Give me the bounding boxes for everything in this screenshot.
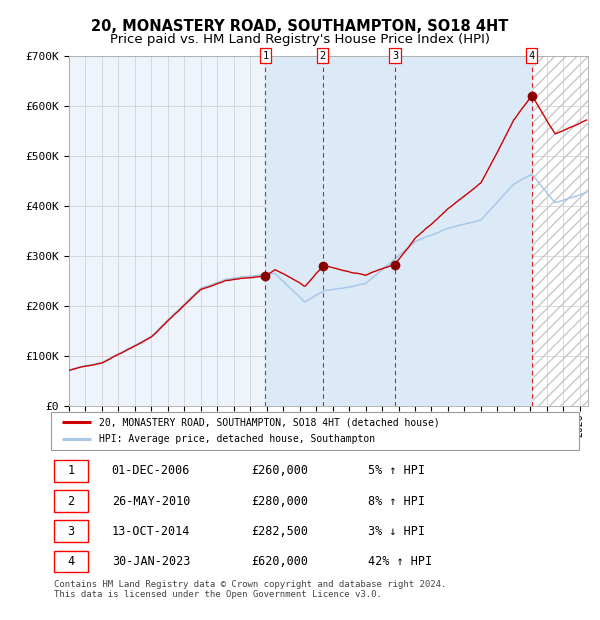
Text: 1: 1 bbox=[67, 464, 74, 477]
Text: 1: 1 bbox=[262, 51, 269, 61]
Text: 26-MAY-2010: 26-MAY-2010 bbox=[112, 495, 190, 508]
Text: 01-DEC-2006: 01-DEC-2006 bbox=[112, 464, 190, 477]
Text: 13-OCT-2014: 13-OCT-2014 bbox=[112, 525, 190, 538]
Bar bbox=[532, 56, 588, 406]
Bar bbox=[265, 56, 323, 406]
Text: £620,000: £620,000 bbox=[251, 555, 308, 568]
Text: HPI: Average price, detached house, Southampton: HPI: Average price, detached house, Sout… bbox=[98, 435, 374, 445]
Text: 20, MONASTERY ROAD, SOUTHAMPTON, SO18 4HT (detached house): 20, MONASTERY ROAD, SOUTHAMPTON, SO18 4H… bbox=[98, 417, 439, 427]
Text: £282,500: £282,500 bbox=[251, 525, 308, 538]
Text: 8% ↑ HPI: 8% ↑ HPI bbox=[368, 495, 425, 508]
Text: 3: 3 bbox=[392, 51, 398, 61]
FancyBboxPatch shape bbox=[51, 412, 579, 450]
FancyBboxPatch shape bbox=[53, 520, 88, 542]
Text: 4: 4 bbox=[529, 51, 535, 61]
Text: Contains HM Land Registry data © Crown copyright and database right 2024.
This d: Contains HM Land Registry data © Crown c… bbox=[54, 580, 446, 599]
Text: 2: 2 bbox=[67, 495, 74, 508]
Text: Price paid vs. HM Land Registry's House Price Index (HPI): Price paid vs. HM Land Registry's House … bbox=[110, 33, 490, 45]
Text: 5% ↑ HPI: 5% ↑ HPI bbox=[368, 464, 425, 477]
Text: 2: 2 bbox=[320, 51, 326, 61]
Bar bbox=[323, 56, 395, 406]
FancyBboxPatch shape bbox=[53, 551, 88, 572]
FancyBboxPatch shape bbox=[53, 460, 88, 482]
Text: £260,000: £260,000 bbox=[251, 464, 308, 477]
Text: 20, MONASTERY ROAD, SOUTHAMPTON, SO18 4HT: 20, MONASTERY ROAD, SOUTHAMPTON, SO18 4H… bbox=[91, 19, 509, 34]
Text: 42% ↑ HPI: 42% ↑ HPI bbox=[368, 555, 432, 568]
Text: 30-JAN-2023: 30-JAN-2023 bbox=[112, 555, 190, 568]
Text: 3: 3 bbox=[67, 525, 74, 538]
Bar bbox=[395, 56, 532, 406]
Text: £280,000: £280,000 bbox=[251, 495, 308, 508]
Bar bbox=[532, 56, 588, 406]
Text: 4: 4 bbox=[67, 555, 74, 568]
FancyBboxPatch shape bbox=[53, 490, 88, 512]
Text: 3% ↓ HPI: 3% ↓ HPI bbox=[368, 525, 425, 538]
